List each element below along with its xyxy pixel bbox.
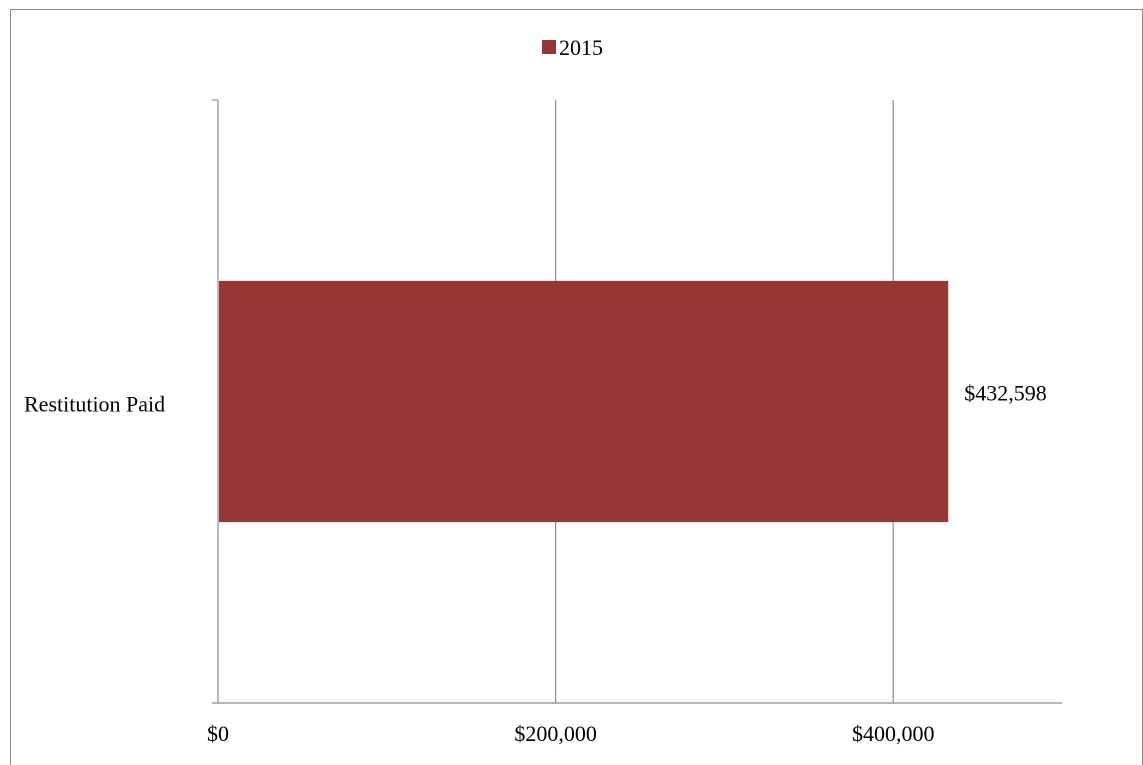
data-label-0: $432,598	[964, 381, 1046, 406]
x-tick-label-0: $0	[207, 721, 229, 746]
x-tick-labels: $0 $200,000 $400,000	[207, 721, 934, 746]
x-tick-label-2: $400,000	[852, 721, 935, 746]
legend-label: 2015	[559, 35, 603, 60]
axes	[212, 99, 1062, 704]
legend: 2015	[542, 35, 603, 60]
bar-0	[219, 280, 949, 523]
category-label-0: Restitution Paid	[24, 392, 165, 417]
bars	[219, 280, 949, 523]
category-labels: Restitution Paid	[24, 392, 165, 417]
data-labels: $432,598	[964, 381, 1046, 406]
x-tick-label-1: $200,000	[514, 721, 597, 746]
legend-swatch	[542, 40, 556, 54]
